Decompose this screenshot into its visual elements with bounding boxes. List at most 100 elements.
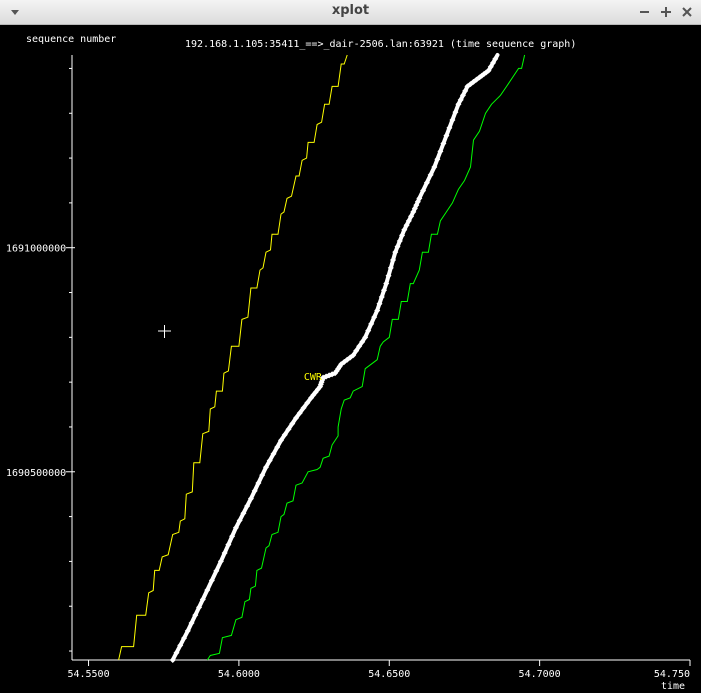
time-sequence-graph[interactable]: sequence number 192.168.1.105:35411_==>_…: [0, 25, 701, 693]
chart-title: 192.168.1.105:35411_==>_dair-2506.lan:63…: [185, 39, 576, 50]
segment-marker: [385, 272, 392, 279]
segment-marker: [431, 164, 438, 171]
segment-marker: [362, 334, 369, 341]
segment-marker: [440, 140, 447, 147]
segment-marker: [281, 431, 288, 438]
segment-marker: [470, 78, 477, 85]
y-tick-label: 1691000000: [6, 244, 66, 255]
window-title: xplot: [331, 3, 370, 18]
segment-marker: [403, 222, 410, 229]
x-axis-title: time: [661, 681, 685, 692]
crosshair-cursor: [158, 325, 171, 338]
segment-marker: [365, 327, 372, 334]
window-titlebar[interactable]: xplot: [0, 0, 701, 25]
segment-marker: [274, 444, 281, 451]
segment-marker: [434, 156, 441, 163]
y-tick-label: 1690500000: [6, 468, 66, 479]
x-tick-label: 54.7000: [519, 669, 561, 680]
segment-marker: [492, 55, 499, 62]
x-tick-label: 54.6500: [368, 669, 410, 680]
x-tick-label: 54.6000: [218, 669, 260, 680]
segment-marker: [293, 415, 300, 421]
segment-marker: [396, 237, 403, 244]
segment-marker: [236, 517, 243, 524]
segment-marker: [229, 533, 236, 540]
segment-marker: [359, 338, 366, 345]
segment-marker: [371, 314, 378, 321]
segment-marker: [255, 479, 262, 486]
segment-marker: [408, 213, 415, 220]
segment-marker: [251, 487, 258, 494]
cwr-annotation: CWR: [304, 372, 323, 383]
segment-marker: [485, 67, 492, 74]
segment-marker: [353, 347, 360, 354]
segment-marker: [266, 457, 273, 464]
segment-marker: [374, 307, 381, 314]
window-series-line: [118, 54, 348, 661]
segment-marker: [204, 586, 211, 593]
segment-marker: [443, 132, 450, 139]
segment-marker: [427, 171, 434, 178]
ack-series-line: [206, 54, 526, 661]
close-icon[interactable]: [678, 3, 696, 21]
segment-marker: [376, 300, 383, 307]
segment-marker: [181, 635, 188, 642]
segment-marker: [270, 450, 277, 457]
segment-marker: [208, 577, 215, 584]
segment-marker: [184, 627, 191, 634]
segment-marker: [199, 596, 206, 603]
segment-marker: [232, 524, 239, 531]
segment-marker: [221, 550, 228, 557]
segment-marker: [247, 495, 254, 502]
segment-marker: [368, 320, 375, 327]
x-tick-label: 54.5500: [67, 669, 109, 680]
segment-marker: [462, 87, 469, 94]
segment-marker: [177, 642, 184, 649]
segment-marker: [225, 541, 232, 548]
segment-marker: [188, 620, 195, 627]
segment-marker: [244, 502, 251, 509]
segment-marker: [192, 612, 199, 619]
maximize-icon[interactable]: [657, 3, 675, 21]
minimize-icon[interactable]: [636, 3, 654, 21]
segment-marker: [394, 243, 401, 250]
segment-marker: [455, 101, 462, 108]
segment-marker: [304, 399, 311, 406]
segment-marker: [423, 179, 430, 186]
segment-marker: [217, 558, 224, 565]
segment-marker: [296, 409, 303, 416]
segment-marker: [278, 437, 285, 444]
segment-marker: [196, 604, 203, 611]
segment-marker: [483, 69, 490, 76]
segment-marker: [490, 59, 497, 66]
segment-marker: [452, 109, 459, 116]
segment-marker: [416, 195, 423, 202]
segment-marker: [381, 287, 388, 294]
segment-marker: [378, 294, 385, 300]
segment-marker: [449, 116, 456, 123]
y-axis-title: sequence number: [26, 34, 116, 45]
chevron-down-icon[interactable]: [6, 3, 24, 21]
segment-marker: [383, 280, 390, 287]
annotation-layer: CWR: [304, 372, 323, 383]
segment-marker: [459, 92, 466, 99]
segment-marker: [213, 567, 220, 574]
segment-marker: [399, 232, 406, 239]
segment-marker: [405, 217, 412, 224]
segment-marker: [259, 472, 266, 479]
segment-marker: [457, 96, 464, 103]
segment-marker: [173, 649, 180, 656]
segment-marker: [285, 426, 292, 433]
segment-marker: [350, 352, 357, 359]
series-layer: [118, 53, 526, 663]
segment-marker: [300, 404, 307, 411]
segment-marker: [446, 124, 453, 131]
segment-marker: [401, 226, 408, 233]
segment-marker: [169, 657, 176, 663]
segment-marker: [387, 264, 394, 271]
segment-marker: [420, 187, 427, 194]
segment-marker: [390, 257, 397, 264]
segment-marker: [262, 464, 269, 471]
segment-marker: [356, 343, 363, 350]
segment-marker: [240, 510, 247, 517]
